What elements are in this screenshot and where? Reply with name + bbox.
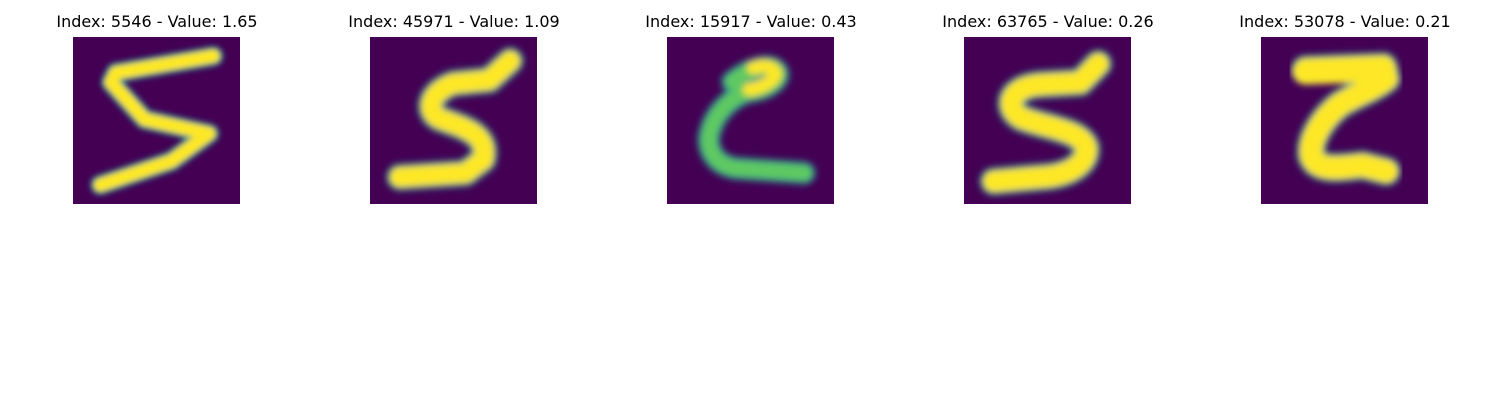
digit-panel-3: Index: 15917 - Value: 0.43 bbox=[631, 0, 871, 210]
digit-image bbox=[1261, 37, 1428, 204]
panel-title: Index: 63765 - Value: 0.26 bbox=[942, 12, 1154, 31]
digit-two-bold-image bbox=[1261, 37, 1428, 204]
panel-title: Index: 53078 - Value: 0.21 bbox=[1239, 12, 1451, 31]
digit-panel-1: Index: 5546 - Value: 1.65 bbox=[37, 0, 277, 210]
digit-five-wide-image bbox=[964, 37, 1131, 204]
digit-image bbox=[667, 37, 834, 204]
digit-two-curly-image bbox=[667, 37, 834, 204]
digit-five-bold-image bbox=[370, 37, 537, 204]
digit-panel-2: Index: 45971 - Value: 1.09 bbox=[334, 0, 574, 210]
panel-title: Index: 15917 - Value: 0.43 bbox=[645, 12, 857, 31]
panel-title: Index: 5546 - Value: 1.65 bbox=[56, 12, 258, 31]
digit-image bbox=[73, 37, 240, 204]
digit-panel-4: Index: 63765 - Value: 0.26 bbox=[928, 0, 1168, 210]
digit-image bbox=[964, 37, 1131, 204]
panel-title: Index: 45971 - Value: 1.09 bbox=[348, 12, 560, 31]
digit-image bbox=[370, 37, 537, 204]
digit-panel-5: Index: 53078 - Value: 0.21 bbox=[1225, 0, 1465, 210]
digit-five-thin-image bbox=[73, 37, 240, 204]
